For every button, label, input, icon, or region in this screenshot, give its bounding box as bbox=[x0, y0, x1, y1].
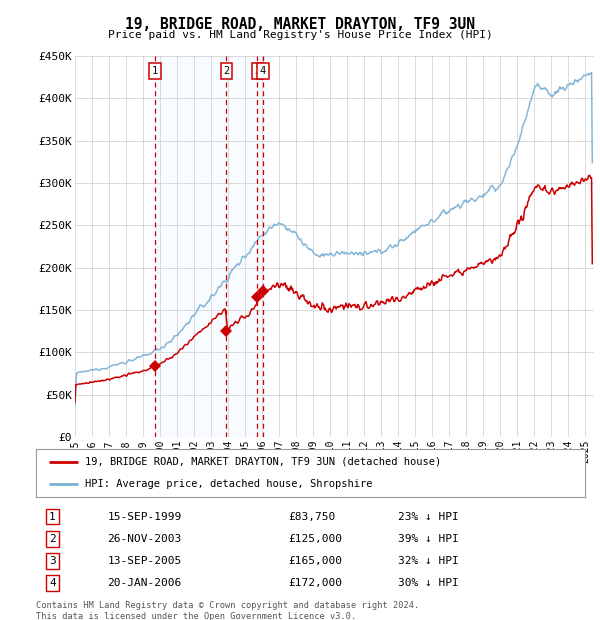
Text: 4: 4 bbox=[49, 578, 56, 588]
Text: 13-SEP-2005: 13-SEP-2005 bbox=[107, 556, 182, 566]
Text: 3: 3 bbox=[49, 556, 56, 566]
Text: 30% ↓ HPI: 30% ↓ HPI bbox=[398, 578, 459, 588]
Text: 19, BRIDGE ROAD, MARKET DRAYTON, TF9 3UN: 19, BRIDGE ROAD, MARKET DRAYTON, TF9 3UN bbox=[125, 17, 475, 32]
Text: 1: 1 bbox=[49, 512, 56, 521]
Text: Contains HM Land Registry data © Crown copyright and database right 2024.: Contains HM Land Registry data © Crown c… bbox=[36, 601, 419, 611]
Text: 15-SEP-1999: 15-SEP-1999 bbox=[107, 512, 182, 521]
Text: £125,000: £125,000 bbox=[289, 534, 343, 544]
Text: £83,750: £83,750 bbox=[289, 512, 336, 521]
Text: 20-JAN-2006: 20-JAN-2006 bbox=[107, 578, 182, 588]
Text: 39% ↓ HPI: 39% ↓ HPI bbox=[398, 534, 459, 544]
Text: 4: 4 bbox=[260, 66, 266, 76]
Text: 1: 1 bbox=[152, 66, 158, 76]
Text: HPI: Average price, detached house, Shropshire: HPI: Average price, detached house, Shro… bbox=[85, 479, 373, 489]
Text: 2: 2 bbox=[223, 66, 230, 76]
Text: This data is licensed under the Open Government Licence v3.0.: This data is licensed under the Open Gov… bbox=[36, 612, 356, 620]
Text: £165,000: £165,000 bbox=[289, 556, 343, 566]
Text: 2: 2 bbox=[49, 534, 56, 544]
Text: 32% ↓ HPI: 32% ↓ HPI bbox=[398, 556, 459, 566]
Text: 26-NOV-2003: 26-NOV-2003 bbox=[107, 534, 182, 544]
Text: Price paid vs. HM Land Registry's House Price Index (HPI): Price paid vs. HM Land Registry's House … bbox=[107, 30, 493, 40]
Text: 23% ↓ HPI: 23% ↓ HPI bbox=[398, 512, 459, 521]
Text: 3: 3 bbox=[254, 66, 260, 76]
Text: 19, BRIDGE ROAD, MARKET DRAYTON, TF9 3UN (detached house): 19, BRIDGE ROAD, MARKET DRAYTON, TF9 3UN… bbox=[85, 457, 442, 467]
Text: £172,000: £172,000 bbox=[289, 578, 343, 588]
Bar bbox=[155, 56, 265, 437]
